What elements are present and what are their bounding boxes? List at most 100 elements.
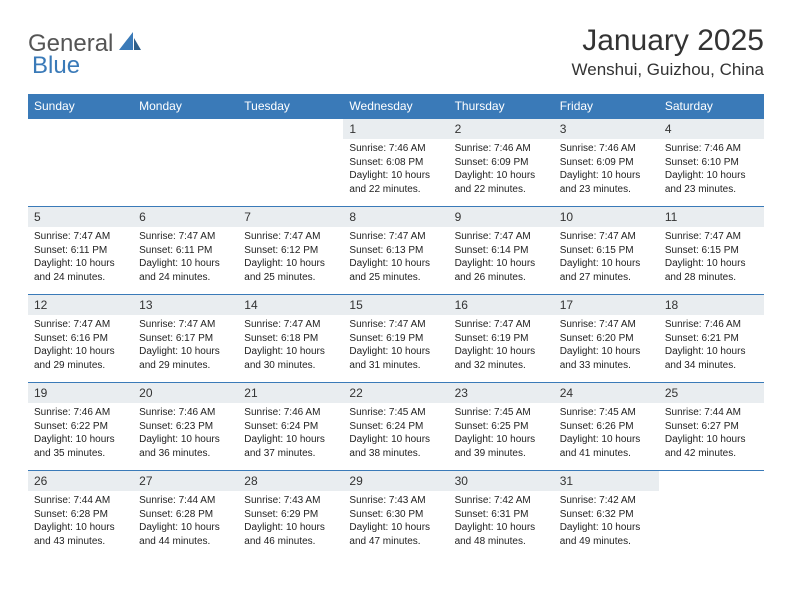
- calendar-cell: 3Sunrise: 7:46 AM Sunset: 6:09 PM Daylig…: [554, 119, 659, 207]
- day-number: 17: [554, 295, 659, 315]
- calendar-cell: [238, 119, 343, 207]
- col-friday: Friday: [554, 94, 659, 119]
- day-number: 8: [343, 207, 448, 227]
- calendar-cell: 13Sunrise: 7:47 AM Sunset: 6:17 PM Dayli…: [133, 295, 238, 383]
- day-number: 21: [238, 383, 343, 403]
- day-number: 13: [133, 295, 238, 315]
- day-number: 15: [343, 295, 448, 315]
- day-number: 24: [554, 383, 659, 403]
- calendar-cell: 22Sunrise: 7:45 AM Sunset: 6:24 PM Dayli…: [343, 383, 448, 471]
- day-detail: Sunrise: 7:44 AM Sunset: 6:27 PM Dayligh…: [659, 403, 764, 464]
- day-number: 7: [238, 207, 343, 227]
- day-detail: Sunrise: 7:45 AM Sunset: 6:24 PM Dayligh…: [343, 403, 448, 464]
- day-detail: Sunrise: 7:47 AM Sunset: 6:16 PM Dayligh…: [28, 315, 133, 376]
- day-number: 9: [449, 207, 554, 227]
- day-number: 1: [343, 119, 448, 139]
- calendar-cell: 17Sunrise: 7:47 AM Sunset: 6:20 PM Dayli…: [554, 295, 659, 383]
- col-tuesday: Tuesday: [238, 94, 343, 119]
- calendar-cell: 24Sunrise: 7:45 AM Sunset: 6:26 PM Dayli…: [554, 383, 659, 471]
- day-number: 12: [28, 295, 133, 315]
- day-detail: Sunrise: 7:47 AM Sunset: 6:15 PM Dayligh…: [554, 227, 659, 288]
- day-detail: Sunrise: 7:47 AM Sunset: 6:20 PM Dayligh…: [554, 315, 659, 376]
- col-monday: Monday: [133, 94, 238, 119]
- day-number: 16: [449, 295, 554, 315]
- calendar-cell: 12Sunrise: 7:47 AM Sunset: 6:16 PM Dayli…: [28, 295, 133, 383]
- calendar-cell: [659, 471, 764, 559]
- day-detail: Sunrise: 7:44 AM Sunset: 6:28 PM Dayligh…: [133, 491, 238, 552]
- day-detail: Sunrise: 7:47 AM Sunset: 6:14 PM Dayligh…: [449, 227, 554, 288]
- logo-sail-icon: [119, 32, 141, 57]
- day-detail: Sunrise: 7:47 AM Sunset: 6:18 PM Dayligh…: [238, 315, 343, 376]
- col-wednesday: Wednesday: [343, 94, 448, 119]
- col-sunday: Sunday: [28, 94, 133, 119]
- day-detail: Sunrise: 7:47 AM Sunset: 6:13 PM Dayligh…: [343, 227, 448, 288]
- day-number: 10: [554, 207, 659, 227]
- calendar-cell: 16Sunrise: 7:47 AM Sunset: 6:19 PM Dayli…: [449, 295, 554, 383]
- calendar-cell: 26Sunrise: 7:44 AM Sunset: 6:28 PM Dayli…: [28, 471, 133, 559]
- day-detail: Sunrise: 7:42 AM Sunset: 6:31 PM Dayligh…: [449, 491, 554, 552]
- calendar-row: 12Sunrise: 7:47 AM Sunset: 6:16 PM Dayli…: [28, 295, 764, 383]
- day-number: 2: [449, 119, 554, 139]
- calendar-cell: 31Sunrise: 7:42 AM Sunset: 6:32 PM Dayli…: [554, 471, 659, 559]
- day-detail: Sunrise: 7:45 AM Sunset: 6:25 PM Dayligh…: [449, 403, 554, 464]
- day-detail: Sunrise: 7:46 AM Sunset: 6:22 PM Dayligh…: [28, 403, 133, 464]
- day-detail: Sunrise: 7:45 AM Sunset: 6:26 PM Dayligh…: [554, 403, 659, 464]
- day-number: 22: [343, 383, 448, 403]
- calendar-cell: 29Sunrise: 7:43 AM Sunset: 6:30 PM Dayli…: [343, 471, 448, 559]
- day-number: 23: [449, 383, 554, 403]
- calendar-cell: 4Sunrise: 7:46 AM Sunset: 6:10 PM Daylig…: [659, 119, 764, 207]
- calendar-cell: [133, 119, 238, 207]
- day-detail: Sunrise: 7:47 AM Sunset: 6:19 PM Dayligh…: [449, 315, 554, 376]
- day-detail: Sunrise: 7:46 AM Sunset: 6:21 PM Dayligh…: [659, 315, 764, 376]
- title-block: January 2025 Wenshui, Guizhou, China: [572, 24, 764, 80]
- calendar-cell: 1Sunrise: 7:46 AM Sunset: 6:08 PM Daylig…: [343, 119, 448, 207]
- calendar-cell: 10Sunrise: 7:47 AM Sunset: 6:15 PM Dayli…: [554, 207, 659, 295]
- calendar-cell: 6Sunrise: 7:47 AM Sunset: 6:11 PM Daylig…: [133, 207, 238, 295]
- calendar-cell: 14Sunrise: 7:47 AM Sunset: 6:18 PM Dayli…: [238, 295, 343, 383]
- day-detail: Sunrise: 7:43 AM Sunset: 6:29 PM Dayligh…: [238, 491, 343, 552]
- calendar-cell: 9Sunrise: 7:47 AM Sunset: 6:14 PM Daylig…: [449, 207, 554, 295]
- day-number: 14: [238, 295, 343, 315]
- day-number: 4: [659, 119, 764, 139]
- day-number: 5: [28, 207, 133, 227]
- calendar-cell: 21Sunrise: 7:46 AM Sunset: 6:24 PM Dayli…: [238, 383, 343, 471]
- day-detail: Sunrise: 7:46 AM Sunset: 6:10 PM Dayligh…: [659, 139, 764, 200]
- day-number: 25: [659, 383, 764, 403]
- calendar-cell: 27Sunrise: 7:44 AM Sunset: 6:28 PM Dayli…: [133, 471, 238, 559]
- col-thursday: Thursday: [449, 94, 554, 119]
- day-detail: Sunrise: 7:46 AM Sunset: 6:23 PM Dayligh…: [133, 403, 238, 464]
- calendar-cell: 23Sunrise: 7:45 AM Sunset: 6:25 PM Dayli…: [449, 383, 554, 471]
- day-number: 26: [28, 471, 133, 491]
- month-title: January 2025: [572, 24, 764, 58]
- day-number: 18: [659, 295, 764, 315]
- day-number: 30: [449, 471, 554, 491]
- calendar-cell: 20Sunrise: 7:46 AM Sunset: 6:23 PM Dayli…: [133, 383, 238, 471]
- day-detail: Sunrise: 7:42 AM Sunset: 6:32 PM Dayligh…: [554, 491, 659, 552]
- day-detail: Sunrise: 7:46 AM Sunset: 6:24 PM Dayligh…: [238, 403, 343, 464]
- day-detail: Sunrise: 7:46 AM Sunset: 6:09 PM Dayligh…: [554, 139, 659, 200]
- calendar-cell: 28Sunrise: 7:43 AM Sunset: 6:29 PM Dayli…: [238, 471, 343, 559]
- calendar-cell: 15Sunrise: 7:47 AM Sunset: 6:19 PM Dayli…: [343, 295, 448, 383]
- calendar-cell: 7Sunrise: 7:47 AM Sunset: 6:12 PM Daylig…: [238, 207, 343, 295]
- calendar-body: 1Sunrise: 7:46 AM Sunset: 6:08 PM Daylig…: [28, 119, 764, 559]
- calendar-cell: 19Sunrise: 7:46 AM Sunset: 6:22 PM Dayli…: [28, 383, 133, 471]
- day-number: 31: [554, 471, 659, 491]
- calendar-cell: 30Sunrise: 7:42 AM Sunset: 6:31 PM Dayli…: [449, 471, 554, 559]
- day-number: 11: [659, 207, 764, 227]
- calendar-table: Sunday Monday Tuesday Wednesday Thursday…: [28, 94, 764, 559]
- page: General January 2025 Wenshui, Guizhou, C…: [0, 0, 792, 559]
- day-detail: Sunrise: 7:44 AM Sunset: 6:28 PM Dayligh…: [28, 491, 133, 552]
- day-detail: Sunrise: 7:47 AM Sunset: 6:12 PM Dayligh…: [238, 227, 343, 288]
- calendar-row: 1Sunrise: 7:46 AM Sunset: 6:08 PM Daylig…: [28, 119, 764, 207]
- day-detail: Sunrise: 7:47 AM Sunset: 6:19 PM Dayligh…: [343, 315, 448, 376]
- calendar-cell: 2Sunrise: 7:46 AM Sunset: 6:09 PM Daylig…: [449, 119, 554, 207]
- calendar-row: 19Sunrise: 7:46 AM Sunset: 6:22 PM Dayli…: [28, 383, 764, 471]
- day-header-row: Sunday Monday Tuesday Wednesday Thursday…: [28, 94, 764, 119]
- calendar-cell: 11Sunrise: 7:47 AM Sunset: 6:15 PM Dayli…: [659, 207, 764, 295]
- calendar-cell: 5Sunrise: 7:47 AM Sunset: 6:11 PM Daylig…: [28, 207, 133, 295]
- calendar-cell: [28, 119, 133, 207]
- day-number: 29: [343, 471, 448, 491]
- day-detail: Sunrise: 7:43 AM Sunset: 6:30 PM Dayligh…: [343, 491, 448, 552]
- day-number: 20: [133, 383, 238, 403]
- header: General January 2025 Wenshui, Guizhou, C…: [28, 24, 764, 80]
